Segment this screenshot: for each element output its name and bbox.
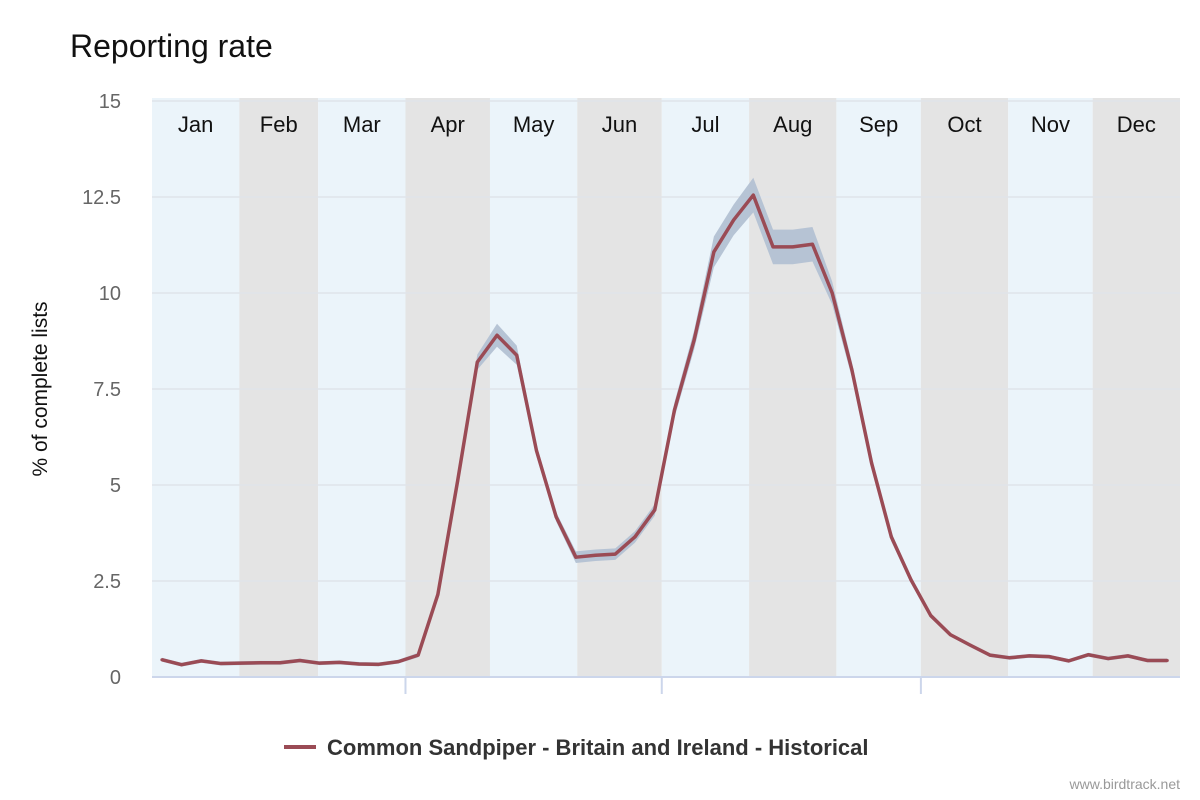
data-point	[534, 448, 538, 452]
y-tick-label: 0	[110, 667, 121, 689]
data-point	[672, 408, 676, 412]
data-point	[239, 661, 243, 665]
data-point	[298, 658, 302, 662]
month-band-sep	[836, 98, 921, 677]
data-point	[810, 242, 814, 246]
data-point	[870, 461, 874, 465]
data-point	[1126, 654, 1130, 658]
data-point	[1008, 656, 1012, 660]
data-point	[515, 353, 519, 357]
month-band-feb	[239, 98, 319, 677]
data-point	[771, 245, 775, 249]
month-label: May	[513, 112, 555, 137]
month-band-jan	[152, 98, 240, 677]
month-band-may	[489, 98, 578, 677]
data-point	[712, 250, 716, 254]
data-point	[988, 653, 992, 657]
month-band-apr	[405, 98, 490, 677]
month-band-nov	[1008, 98, 1093, 677]
month-label: Jun	[602, 112, 637, 137]
y-tick-label: 10	[99, 283, 121, 305]
y-tick-label: 7.5	[93, 379, 121, 401]
y-axis-label: % of complete lists	[29, 301, 52, 476]
month-label: Sep	[859, 112, 898, 137]
data-point	[1165, 658, 1169, 662]
data-point	[1086, 653, 1090, 657]
month-label: Mar	[343, 112, 381, 137]
y-tick-label: 2.5	[93, 571, 121, 593]
data-point	[692, 338, 696, 342]
data-point	[1106, 657, 1110, 661]
month-label: Jan	[178, 112, 213, 137]
month-label: Dec	[1117, 112, 1156, 137]
data-point	[1027, 654, 1031, 658]
y-tick-label: 15	[99, 91, 121, 113]
data-point	[948, 633, 952, 637]
data-point	[416, 653, 420, 657]
data-point	[791, 245, 795, 249]
month-label: Jul	[691, 112, 719, 137]
data-point	[278, 661, 282, 665]
data-point	[968, 643, 972, 647]
month-band-aug	[749, 98, 837, 677]
credit-link[interactable]: www.birdtrack.net	[1069, 776, 1180, 792]
data-point	[613, 552, 617, 556]
series-line	[161, 193, 1168, 667]
legend-item[interactable]: Common Sandpiper - Britain and Ireland -…	[327, 735, 869, 760]
y-tick-label: 5	[110, 475, 121, 497]
month-band-mar	[318, 98, 406, 677]
month-label: Apr	[431, 112, 465, 137]
data-point	[337, 660, 341, 664]
data-point	[495, 333, 499, 337]
month-band-jul	[661, 98, 750, 677]
data-point	[574, 555, 578, 559]
chart-title: Reporting rate	[70, 28, 273, 64]
data-point	[554, 515, 558, 519]
data-point	[357, 662, 361, 666]
data-point	[318, 661, 322, 665]
data-point	[396, 660, 400, 664]
month-band-dec	[1092, 98, 1180, 677]
month-label: Aug	[773, 112, 812, 137]
data-point	[1067, 659, 1071, 663]
data-point	[1047, 655, 1051, 659]
data-point	[219, 662, 223, 666]
data-point	[909, 578, 913, 582]
data-point	[830, 291, 834, 295]
data-point	[732, 218, 736, 222]
data-point	[1146, 658, 1150, 662]
data-point	[594, 553, 598, 557]
data-point	[258, 661, 262, 665]
data-point	[475, 360, 479, 364]
month-band-jun	[577, 98, 662, 677]
y-tick-label: 12.5	[82, 187, 121, 209]
data-point	[633, 535, 637, 539]
data-point	[436, 592, 440, 596]
month-band-oct	[920, 98, 1009, 677]
data-point	[160, 658, 164, 662]
data-point	[456, 479, 460, 483]
data-point	[929, 614, 933, 618]
month-label: Nov	[1031, 112, 1070, 137]
month-label: Oct	[947, 112, 981, 137]
data-point	[199, 659, 203, 663]
data-point	[377, 662, 381, 666]
month-label: Feb	[260, 112, 298, 137]
data-point	[889, 535, 893, 539]
data-point	[653, 508, 657, 512]
data-point	[850, 368, 854, 372]
data-point	[180, 663, 184, 667]
data-point	[751, 193, 755, 197]
